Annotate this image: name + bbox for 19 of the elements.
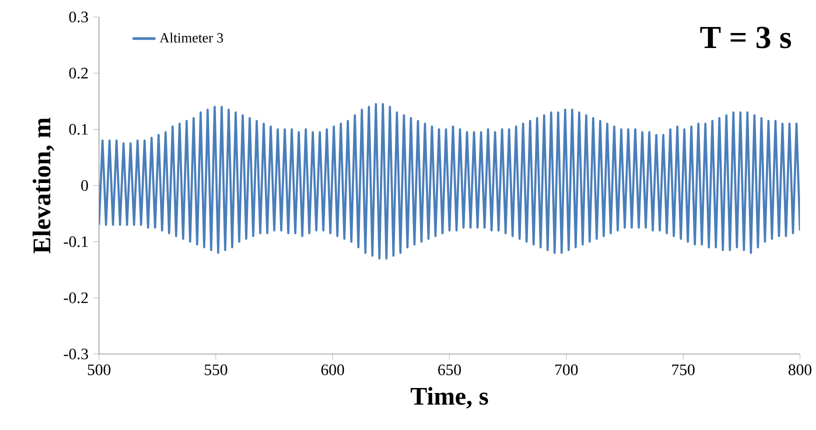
x-axis-title: Time, s (410, 387, 488, 409)
y-tick-label: 0 (81, 180, 88, 191)
y-tick-label: 0.1 (69, 124, 88, 135)
y-tick-label: -0.2 (64, 292, 88, 304)
x-tick-label: 650 (438, 364, 461, 376)
x-tick-label: 550 (204, 364, 228, 376)
y-axis-title: Elevation, m (32, 118, 54, 254)
line-series (99, 102, 800, 260)
x-tick-label: 800 (788, 364, 812, 376)
y-tick-label: 0.3 (69, 12, 88, 22)
legend-label: Altimeter 3 (160, 32, 223, 43)
y-tick-label: -0.1 (64, 236, 88, 248)
x-tick-label: 500 (88, 364, 110, 376)
x-tick-label: 700 (555, 364, 578, 376)
x-tick-label: 750 (672, 364, 695, 376)
y-tick-label: -0.3 (64, 348, 88, 360)
x-tick-label: 600 (321, 364, 344, 376)
annotation: T = 3 s (700, 26, 791, 48)
y-tick-label: 0.2 (69, 68, 88, 79)
